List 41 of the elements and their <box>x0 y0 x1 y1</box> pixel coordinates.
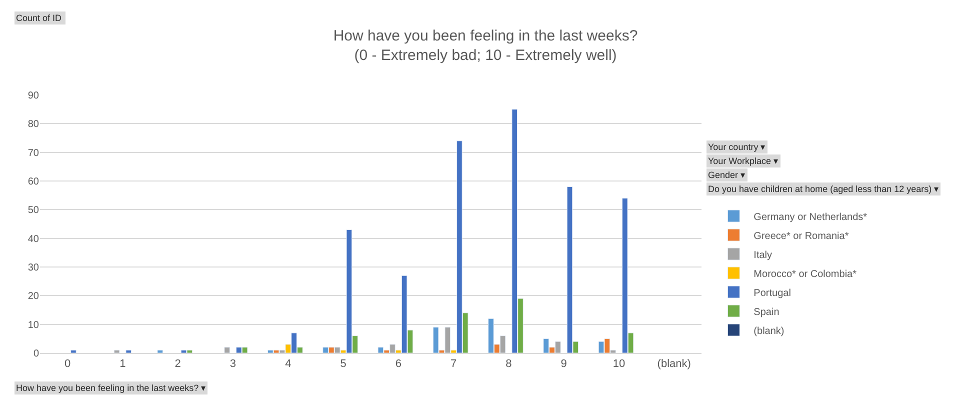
y-tick-label: 10 <box>28 320 40 331</box>
bar <box>224 347 230 353</box>
x-tick-label: 2 <box>174 358 181 370</box>
x-tick-label: (blank) <box>657 358 691 370</box>
bar <box>114 350 120 353</box>
legend-label: Morocco* or Colombia* <box>754 268 857 280</box>
text: Your Workplace ▾ <box>708 156 779 166</box>
y-tick-label: 70 <box>28 148 40 159</box>
y-tick-label: 80 <box>28 119 40 130</box>
legend-label: (blank) <box>754 326 784 337</box>
y-tick-label: 30 <box>28 262 40 274</box>
text: Gender ▾ <box>708 170 746 180</box>
legend-label: Greece* or Romania* <box>754 230 849 242</box>
x-tick-label: 4 <box>285 358 292 370</box>
legend-label: Portugal <box>754 288 791 299</box>
y-tick-label: 90 <box>28 90 40 102</box>
bar <box>126 350 132 353</box>
text: Do you have children at home (aged less than 12 years) ▾ <box>708 184 940 194</box>
y-tick-label: 0 <box>33 348 40 360</box>
bar <box>157 350 164 353</box>
legend-label: Germany or Netherlands* <box>754 212 868 223</box>
legend-label: Italy <box>754 250 772 261</box>
y-tick-label: 60 <box>28 176 40 188</box>
legend-label: Spain <box>754 306 780 318</box>
text: Count of ID <box>16 13 64 23</box>
text: How have you been feeling in the last weeks? ▾ <box>16 383 206 393</box>
x-tick-label: 10 <box>612 358 626 370</box>
y-tick-label: 40 <box>28 234 40 245</box>
y-tick-label: 20 <box>28 291 40 302</box>
text: Your country ▾ <box>708 142 766 152</box>
x-tick-label: 1 <box>120 358 126 370</box>
chart-title: How have you been feeling in the last weeks? (0 - Extremely bad; 10 - Extremely well) <box>333 27 638 64</box>
x-tick-label: 8 <box>506 358 512 370</box>
x-tick-label: 0 <box>64 358 71 370</box>
x-tick-label: 9 <box>560 358 567 370</box>
x-tick-label: 7 <box>450 358 457 370</box>
y-tick-label: 50 <box>28 205 40 216</box>
bar <box>70 350 76 353</box>
x-tick-label: 3 <box>230 358 236 370</box>
x-tick-label: 6 <box>395 358 402 370</box>
x-tick-label: 5 <box>340 358 346 370</box>
